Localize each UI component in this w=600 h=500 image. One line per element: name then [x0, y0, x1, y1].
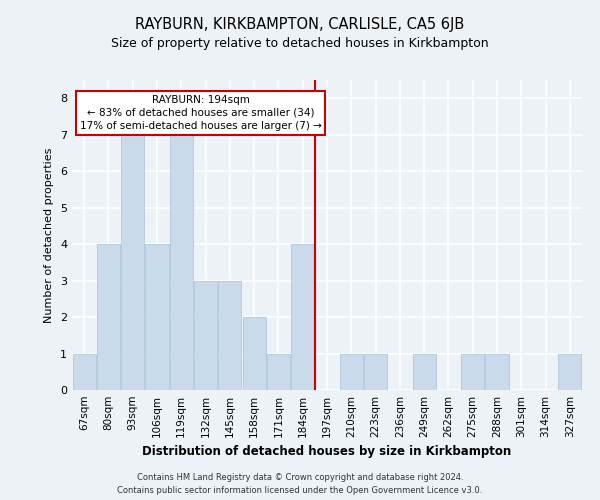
Text: RAYBURN, KIRKBAMPTON, CARLISLE, CA5 6JB: RAYBURN, KIRKBAMPTON, CARLISLE, CA5 6JB [136, 18, 464, 32]
Bar [364, 354, 387, 390]
Text: Contains HM Land Registry data © Crown copyright and database right 2024.
Contai: Contains HM Land Registry data © Crown c… [118, 474, 482, 495]
Bar [559, 354, 581, 390]
Text: Size of property relative to detached houses in Kirkbampton: Size of property relative to detached ho… [111, 38, 489, 51]
Bar [413, 354, 436, 390]
Bar [340, 354, 363, 390]
Bar [170, 134, 193, 390]
Bar [242, 317, 266, 390]
Bar [97, 244, 120, 390]
Bar [218, 280, 241, 390]
Bar [461, 354, 484, 390]
Text: RAYBURN: 194sqm
← 83% of detached houses are smaller (34)
17% of semi-detached h: RAYBURN: 194sqm ← 83% of detached houses… [80, 94, 322, 131]
Bar [121, 134, 144, 390]
Bar [267, 354, 290, 390]
Bar [194, 280, 217, 390]
Bar [485, 354, 509, 390]
Bar [73, 354, 95, 390]
X-axis label: Distribution of detached houses by size in Kirkbampton: Distribution of detached houses by size … [142, 446, 512, 458]
Bar [145, 244, 169, 390]
Bar [291, 244, 314, 390]
Y-axis label: Number of detached properties: Number of detached properties [44, 148, 55, 322]
